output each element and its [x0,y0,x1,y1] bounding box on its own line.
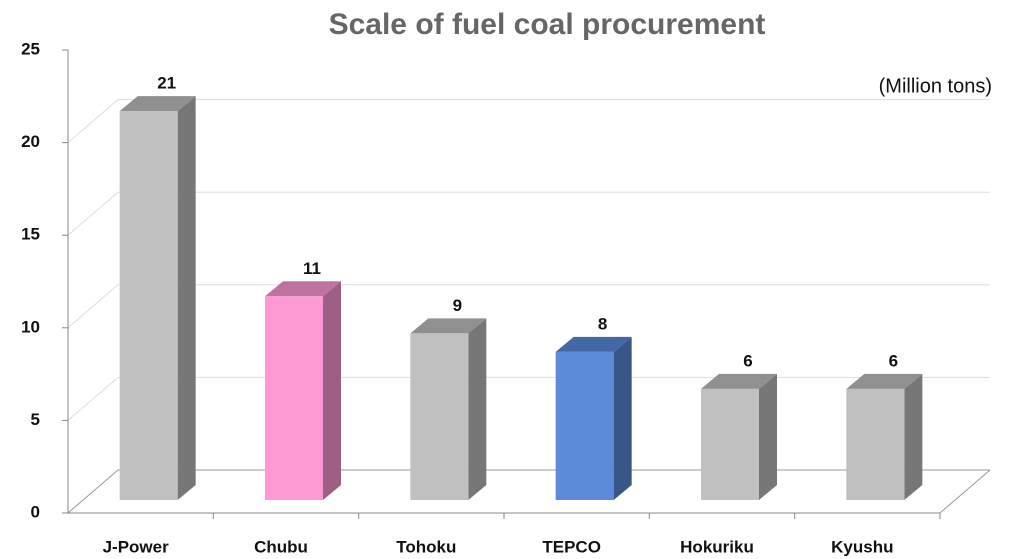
grid-line [67,191,119,236]
y-tick-label: 15 [21,225,40,244]
bar-top [701,373,777,389]
bar-side [613,336,632,500]
value-label: 6 [889,351,898,370]
x-tick-label: Hokuriku [680,537,754,556]
bar [555,351,614,500]
grid-line [67,284,119,329]
floor-edge [939,469,991,514]
grid-line [67,469,119,514]
bar-side [323,281,341,500]
bar-top [410,318,487,334]
x-tick-label: TEPCO [542,537,601,556]
bar-top [555,336,632,352]
bar [701,388,759,500]
value-label: 9 [453,296,462,315]
x-tick-label: J-Power [103,537,170,556]
bar-top [265,281,341,297]
bar [265,296,323,500]
value-label: 8 [598,314,607,333]
value-label: 11 [303,259,321,278]
bar-side [177,96,196,500]
y-tick-label: 10 [21,317,40,336]
y-tick-label: 5 [31,410,40,429]
grid-line [67,377,119,421]
bar [846,388,905,500]
x-tick-label: Tohoku [396,537,456,556]
unit-label: (Million tons) [879,75,992,97]
x-tick-label: Chubu [254,537,308,556]
x-tick-label: Kyushu [831,537,893,556]
bar [119,111,178,500]
bar-side [904,373,923,500]
bar-top [846,373,923,389]
y-tick-label: 20 [21,132,40,151]
bar [410,333,469,500]
y-tick-label: 0 [31,502,40,521]
bar-side [759,373,777,500]
grid-line [67,99,119,143]
bar-side [468,318,487,500]
bar-top [119,96,196,112]
chart-title: Scale of fuel coal procurement [329,8,766,41]
value-label: 21 [157,74,176,93]
value-label: 6 [743,351,752,370]
y-tick-label: 25 [21,39,40,58]
